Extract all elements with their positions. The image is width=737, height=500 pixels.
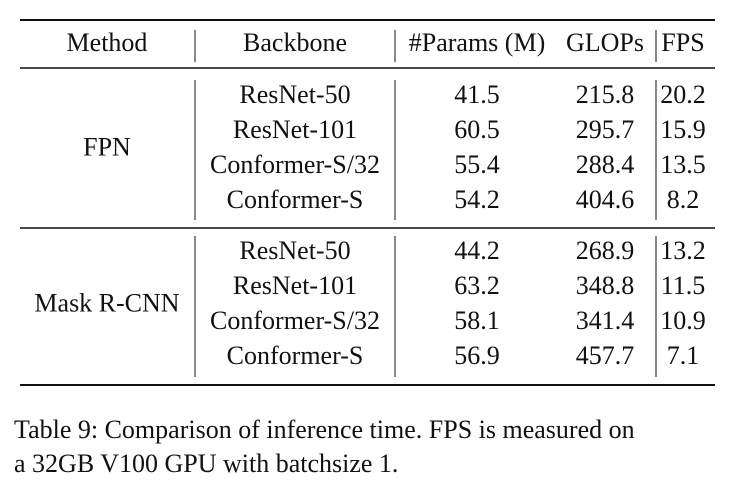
value-cell: 295.7 (576, 115, 635, 144)
value-cell: 56.9 (454, 341, 500, 370)
value-cell: 55.4 (454, 150, 500, 179)
value-cell: 41.5 (454, 80, 500, 109)
header-cell: FPS (661, 28, 704, 57)
value-cell: 457.7 (576, 341, 635, 370)
value-cell: 13.5 (660, 150, 706, 179)
value-cell: 8.2 (667, 185, 700, 214)
backbone-cell: Conformer-S (227, 185, 364, 214)
value-cell: 60.5 (454, 115, 500, 144)
value-cell: 54.2 (454, 185, 500, 214)
header-cell: #Params (M) (409, 28, 545, 57)
backbone-cell: ResNet-50 (239, 236, 350, 265)
value-cell: 20.2 (660, 80, 706, 109)
value-cell: 268.9 (576, 236, 635, 265)
value-cell: 58.1 (454, 306, 500, 335)
value-cell: 10.9 (660, 306, 706, 335)
backbone-cell: ResNet-101 (233, 115, 357, 144)
backbone-cell: ResNet-101 (233, 271, 357, 300)
header-cell: Method (67, 28, 148, 57)
backbone-cell: Conformer-S/32 (210, 150, 380, 179)
value-cell: 215.8 (576, 80, 635, 109)
value-cell: 404.6 (576, 185, 635, 214)
value-cell: 341.4 (576, 306, 635, 335)
caption-line: a 32GB V100 GPU with batchsize 1. (14, 449, 398, 478)
method-cell: Mask R-CNN (34, 288, 179, 317)
backbone-cell: ResNet-50 (239, 80, 350, 109)
value-cell: 288.4 (576, 150, 635, 179)
value-cell: 348.8 (576, 271, 635, 300)
value-cell: 15.9 (660, 115, 706, 144)
value-cell: 11.5 (661, 271, 706, 300)
method-cell: FPN (83, 132, 131, 161)
backbone-cell: Conformer-S/32 (210, 306, 380, 335)
value-cell: 7.1 (667, 341, 700, 370)
value-cell: 63.2 (454, 271, 500, 300)
backbone-cell: Conformer-S (227, 341, 364, 370)
value-cell: 13.2 (660, 236, 706, 265)
header-cell: Backbone (243, 28, 347, 57)
value-cell: 44.2 (454, 236, 500, 265)
header-cell: GLOPs (566, 28, 644, 57)
caption-line: Table 9: Comparison of inference time. F… (14, 415, 635, 444)
